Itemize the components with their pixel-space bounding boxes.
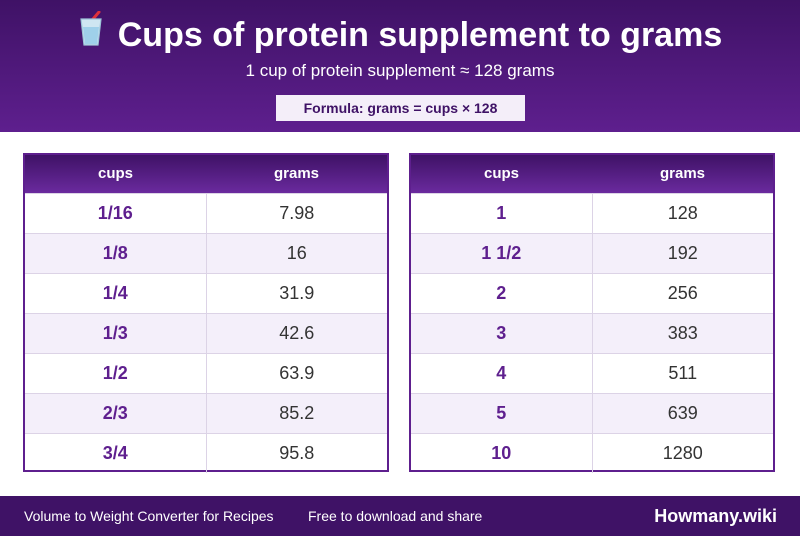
- table-row: 1/4 31.9: [25, 273, 387, 313]
- table-row: 1 128: [411, 193, 773, 233]
- column-header-grams: grams: [659, 165, 706, 182]
- cups-cell: 2/3: [25, 394, 207, 433]
- grams-cell: 63.9: [279, 363, 315, 383]
- cups-cell: 1 1/2: [411, 234, 593, 273]
- cups-cell: 5: [411, 394, 593, 433]
- table-header: cups grams: [411, 155, 773, 193]
- header-banner: Cups of protein supplement to grams 1 cu…: [0, 0, 800, 132]
- grams-cell: 7.98: [279, 203, 315, 223]
- cups-cell: 1/16: [25, 194, 207, 233]
- table-row: 2/3 85.2: [25, 393, 387, 433]
- table-row: 3 383: [411, 313, 773, 353]
- grams-cell: 16: [286, 243, 307, 263]
- column-header-cups: cups: [483, 165, 519, 182]
- footer-tagline: Volume to Weight Converter for Recipes: [24, 508, 274, 524]
- table-row: 1/2 63.9: [25, 353, 387, 393]
- table-row: 2 256: [411, 273, 773, 313]
- grams-cell: 383: [667, 323, 698, 343]
- cup-with-straw-icon: [78, 10, 104, 57]
- cups-cell: 10: [411, 434, 593, 473]
- cups-cell: 1/3: [25, 314, 207, 353]
- cups-cell: 4: [411, 354, 593, 393]
- grams-cell: 639: [667, 403, 698, 423]
- cups-cell: 1/2: [25, 354, 207, 393]
- grams-cell: 1280: [662, 443, 703, 463]
- brand-logo[interactable]: Howmany.wiki: [654, 506, 777, 526]
- table-header: cups grams: [25, 155, 387, 193]
- conversion-table-large: cups grams 1 128 1 1/2 192 2 256 3 383 4…: [409, 153, 775, 473]
- table-row: 1/16 7.98: [25, 193, 387, 233]
- conversion-table-small: cups grams 1/16 7.98 1/8 16 1/4 31.9 1/3…: [23, 153, 389, 473]
- table-row: 10 1280: [411, 433, 773, 473]
- table-row: 1/8 16: [25, 233, 387, 273]
- table-row: 5 639: [411, 393, 773, 433]
- column-header-cups: cups: [97, 165, 133, 182]
- grams-cell: 192: [667, 243, 698, 263]
- grams-cell: 128: [667, 203, 698, 223]
- page-title: Cups of protein supplement to grams: [0, 10, 800, 60]
- page-subtitle: 1 cup of protein supplement ≈ 128 grams: [245, 61, 555, 80]
- cups-cell: 1: [411, 194, 593, 233]
- cups-cell: 3: [411, 314, 593, 353]
- table-row: 1 1/2 192: [411, 233, 773, 273]
- footer-share-note: Free to download and share: [308, 508, 483, 524]
- cups-cell: 3/4: [25, 434, 207, 473]
- table-row: 3/4 95.8: [25, 433, 387, 473]
- cups-cell: 1/8: [25, 234, 207, 273]
- footer-bar: Volume to Weight Converter for Recipes F…: [0, 496, 800, 536]
- title-text: Cups of protein supplement to grams: [117, 16, 723, 54]
- formula-box: Formula: grams = cups × 128: [276, 95, 525, 121]
- cups-cell: 1/4: [25, 274, 207, 313]
- column-header-grams: grams: [273, 165, 320, 182]
- grams-cell: 42.6: [279, 323, 315, 343]
- table-row: 1/3 42.6: [25, 313, 387, 353]
- grams-cell: 256: [667, 283, 698, 303]
- table-row: 4 511: [411, 353, 773, 393]
- cups-cell: 2: [411, 274, 593, 313]
- grams-cell: 31.9: [279, 283, 315, 303]
- grams-cell: 511: [668, 363, 698, 383]
- grams-cell: 95.8: [279, 443, 315, 463]
- grams-cell: 85.2: [279, 403, 315, 423]
